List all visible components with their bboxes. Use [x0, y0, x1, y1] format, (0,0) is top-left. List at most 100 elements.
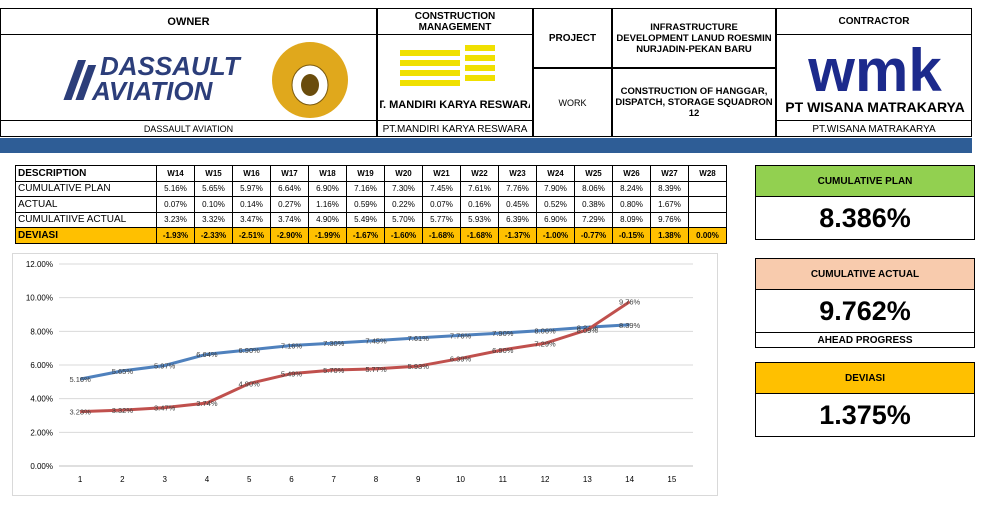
data-label: 8.06%	[534, 326, 556, 335]
data-label: 6.64%	[196, 350, 218, 359]
cm-logo-box	[377, 34, 533, 121]
data-label: 9.76%	[619, 298, 641, 307]
row-label: DEVIASI	[15, 227, 157, 244]
table-cell: -1.00%	[536, 227, 575, 244]
x-tick-label: 9	[416, 475, 421, 484]
data-label: 3.47%	[154, 404, 176, 413]
kpi-label: CUMULATIVE PLAN	[755, 165, 975, 197]
table-cell: 3.47%	[232, 211, 271, 228]
table-cell: 9.76%	[650, 211, 689, 228]
table-cell: 1.16%	[308, 196, 347, 213]
owner-name: DASSAULT AVIATION	[143, 124, 234, 134]
data-label: 7.61%	[408, 334, 430, 343]
table-row: ACTUAL 0.07% 0.10% 0.14% 0.27% 1.16% 0.59% 0.22…	[15, 196, 727, 213]
owner-logo-box	[0, 34, 377, 121]
table-cell: 7.29%	[574, 211, 613, 228]
emblem-core	[301, 74, 319, 96]
table-cell: 8.06%	[574, 180, 613, 197]
table-cell: 6.90%	[536, 211, 575, 228]
x-tick-label: 5	[247, 475, 252, 484]
table-cell: 0.27%	[270, 196, 309, 213]
kpi-value: 8.386%	[755, 196, 975, 240]
chart: 0.00%2.00%4.00%6.00%8.00%10.00%12.00%1 2 3…	[12, 253, 718, 496]
contractor-name: PT.WISANA MATRAKARYA	[812, 123, 936, 135]
week-header: W17	[270, 165, 309, 182]
table-cell: -0.15%	[612, 227, 651, 244]
week-header: W25	[574, 165, 613, 182]
kpi-value: 9.762%	[755, 289, 975, 333]
work-label: WORK	[558, 97, 587, 108]
y-tick-label: 8.00%	[30, 327, 53, 336]
cm-label: CONSTRUCTION MANAGEMENT	[414, 11, 496, 33]
row-label: CUMULATIVE PLAN	[15, 180, 157, 197]
table-cell: 7.45%	[422, 180, 461, 197]
table-cell: 7.16%	[346, 180, 385, 197]
data-label: 5.16%	[69, 375, 91, 384]
table-cell: 0.07%	[422, 196, 461, 213]
table-cell: 3.74%	[270, 211, 309, 228]
table-cell: -1.60%	[384, 227, 423, 244]
chart-frame	[12, 253, 718, 496]
table-cell: 0.52%	[536, 196, 575, 213]
y-tick-label: 0.00%	[30, 462, 53, 471]
table-header-row: DESCRIPTION W14 W15 W16 W17 W18 W19 W20 W21 W22 W2…	[15, 165, 727, 182]
table-cell: 7.30%	[384, 180, 423, 197]
cm-name: PT.MANDIRI KARYA RESWARA	[382, 123, 528, 135]
contractor-logo-box	[776, 34, 972, 121]
week-header: W18	[308, 165, 347, 182]
separator-bar	[0, 138, 972, 153]
data-label: 5.49%	[281, 370, 303, 379]
work-label-box	[533, 68, 612, 137]
table-cell: 0.45%	[498, 196, 537, 213]
cm-stripes	[400, 45, 495, 86]
data-label: 7.90%	[492, 329, 514, 338]
work: CONSTRUCTION OF HANGGAR, DISPATCH, STORA…	[615, 86, 773, 119]
table-cell: -1.67%	[346, 227, 385, 244]
kpi-label: DEVIASI	[755, 362, 975, 394]
x-tick-label: 2	[120, 475, 125, 484]
data-label: 5.93%	[408, 362, 430, 371]
table-cell: -0.77%	[574, 227, 613, 244]
data-label: 5.65%	[112, 367, 134, 376]
table-cell: 1.67%	[650, 196, 689, 213]
table-cell: 0.22%	[384, 196, 423, 213]
table-cell: 8.24%	[612, 180, 651, 197]
table-cell: 0.07%	[156, 196, 195, 213]
x-tick-label: 12	[541, 475, 550, 484]
table-cell: 5.70%	[384, 211, 423, 228]
cm-logo: PT. MANDIRI KARYA RESWARA	[380, 45, 530, 111]
table-cell: 7.76%	[498, 180, 537, 197]
table-cell: 0.80%	[612, 196, 651, 213]
week-header: W24	[536, 165, 575, 182]
week-header: W27	[650, 165, 689, 182]
table-cell: 7.90%	[536, 180, 575, 197]
x-tick-label: 1	[78, 475, 83, 484]
data-label: 8.39%	[619, 321, 641, 330]
data-label: 5.77%	[365, 365, 387, 374]
table-cell: -2.90%	[270, 227, 309, 244]
data-label: 8.24%	[577, 323, 599, 332]
table-cell: -1.68%	[460, 227, 499, 244]
week-header: W26	[612, 165, 651, 182]
kpi-value: 1.375%	[755, 393, 975, 437]
wmk-name: PT WISANA MATRAKARYA	[785, 99, 964, 115]
week-header: W20	[384, 165, 423, 182]
wmk-logo: wmk	[807, 37, 942, 104]
table-cell: 5.65%	[194, 180, 233, 197]
data-label: 7.29%	[534, 339, 556, 348]
table-cell: -1.93%	[156, 227, 195, 244]
data-label: 5.97%	[154, 362, 176, 371]
table-cell: 5.97%	[232, 180, 271, 197]
series-line	[80, 300, 631, 414]
table-cell: 8.09%	[612, 211, 651, 228]
data-label: 3.74%	[196, 399, 218, 408]
y-tick-label: 10.00%	[26, 294, 53, 303]
logo-text: AVIATION	[91, 76, 214, 106]
data-label: 7.16%	[281, 341, 303, 350]
row-label: CUMULATIIVE ACTUAL	[15, 211, 157, 228]
table-row: DEVIASI -1.93% -2.33% -2.51% -2.90% -1.99% -1.…	[15, 227, 727, 244]
data-label: 6.39%	[450, 354, 472, 363]
table-cell: 6.90%	[308, 180, 347, 197]
table-cell: -1.37%	[498, 227, 537, 244]
